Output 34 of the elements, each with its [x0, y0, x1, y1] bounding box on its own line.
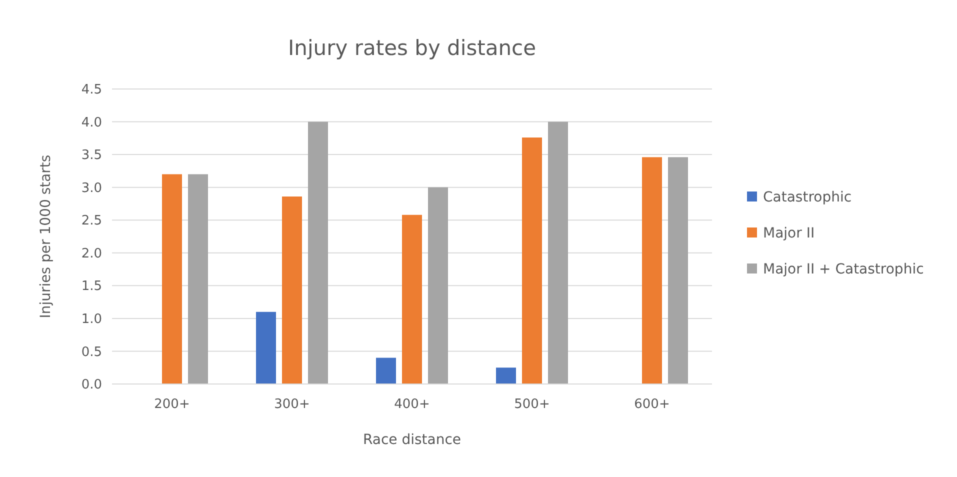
chart-title: Injury rates by distance	[288, 36, 536, 60]
legend-label: Catastrophic	[763, 189, 852, 206]
bar	[188, 174, 208, 384]
bar	[376, 358, 396, 384]
bar	[668, 157, 688, 384]
y-tick-label: 2.0	[81, 246, 102, 262]
legend-label: Major II + Catastrophic	[763, 261, 924, 278]
y-axis-title: Injuries per 1000 starts	[38, 154, 54, 318]
y-tick-label: 4.0	[81, 115, 102, 130]
y-tick-label: 4.5	[81, 82, 102, 98]
y-tick-label: 0.5	[81, 344, 102, 360]
x-tick-label: 300+	[274, 397, 310, 412]
x-axis-title: Race distance	[362, 432, 462, 448]
x-tick-label: 500+	[514, 397, 550, 412]
bar	[522, 138, 542, 384]
x-tick-label: 400+	[394, 397, 430, 412]
bar	[308, 122, 328, 384]
y-tick-label: 2.5	[81, 214, 102, 229]
bar	[428, 187, 448, 384]
bar	[548, 122, 568, 384]
bar	[642, 157, 662, 384]
x-tick-label: 200+	[154, 397, 190, 412]
bar	[496, 368, 516, 384]
legend-label: Major II	[763, 225, 815, 242]
bar	[162, 174, 182, 384]
y-tick-label: 0.0	[81, 378, 102, 393]
x-tick-label: 600+	[634, 397, 670, 412]
bar	[282, 196, 302, 384]
bar	[256, 312, 276, 384]
y-tick-label: 1.0	[81, 312, 102, 327]
y-tick-label: 3.0	[81, 180, 102, 196]
y-tick-label: 3.5	[81, 148, 102, 164]
y-tick-label: 1.5	[81, 279, 102, 294]
bar	[402, 214, 422, 384]
